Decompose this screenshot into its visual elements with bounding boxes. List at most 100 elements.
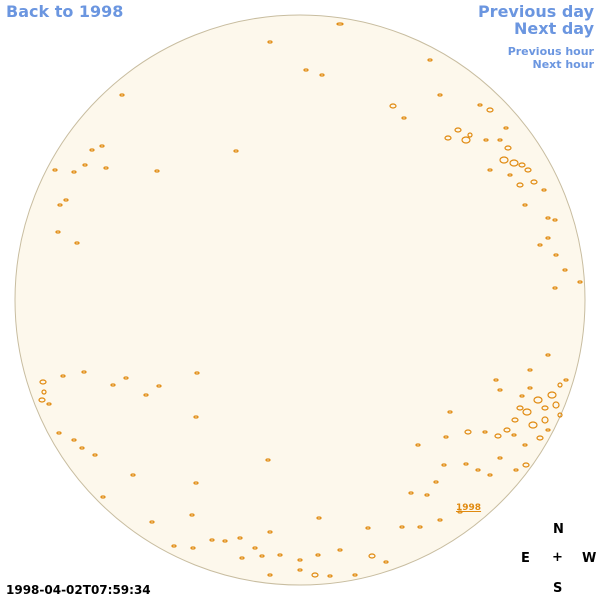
contour-blob xyxy=(265,458,271,462)
contour-blob xyxy=(527,386,533,390)
contour-blob xyxy=(463,462,469,466)
contour-blob xyxy=(383,560,389,564)
contour-blob xyxy=(497,388,503,392)
contour-blob xyxy=(222,539,228,543)
contour-blob xyxy=(509,159,519,167)
contour-blob xyxy=(545,353,551,357)
contour-blob xyxy=(237,536,243,540)
magnetic-contours xyxy=(38,22,583,578)
contour-blob xyxy=(541,405,549,411)
contour-blob xyxy=(92,453,98,457)
contour-blob xyxy=(443,435,449,439)
contour-blob xyxy=(541,416,549,424)
contour-blob xyxy=(552,286,558,290)
contour-blob xyxy=(486,107,494,113)
contour-blob xyxy=(130,473,136,477)
contour-blob xyxy=(89,148,95,152)
contour-blob xyxy=(143,393,149,397)
contour-blob xyxy=(156,384,162,388)
contour-blob xyxy=(464,429,472,435)
contour-blob xyxy=(527,368,533,372)
contour-blob xyxy=(123,376,129,380)
contour-blob xyxy=(522,462,530,468)
contour-blob xyxy=(477,103,483,107)
contour-blob xyxy=(55,230,61,234)
contour-blob xyxy=(408,491,414,495)
contour-blob xyxy=(427,58,433,62)
contour-blob xyxy=(399,525,405,529)
contour-blob xyxy=(454,127,462,133)
contour-blob xyxy=(365,526,371,530)
contour-blob xyxy=(562,268,568,272)
contour-blob xyxy=(516,182,524,188)
contour-blob xyxy=(336,22,344,26)
contour-blob xyxy=(267,40,273,44)
contour-blob xyxy=(415,443,421,447)
contour-blob xyxy=(154,169,160,173)
contour-blob xyxy=(537,243,543,247)
contour-blob xyxy=(483,138,489,142)
contour-blob xyxy=(209,538,215,542)
compass-north: N xyxy=(553,522,564,537)
contour-blob xyxy=(461,136,471,144)
contour-blob xyxy=(149,520,155,524)
contour-blob xyxy=(524,167,532,173)
contour-blob xyxy=(475,468,481,472)
contour-blob xyxy=(60,374,66,378)
contour-blob xyxy=(511,417,519,423)
contour-blob xyxy=(541,188,547,192)
contour-blob xyxy=(57,203,63,207)
contour-blob xyxy=(401,116,407,120)
contour-blob xyxy=(457,510,463,514)
contour-blob xyxy=(311,572,319,578)
contour-blob xyxy=(577,280,583,284)
contour-blob xyxy=(530,179,538,185)
contour-blob xyxy=(352,573,358,577)
contour-blob xyxy=(511,433,517,437)
contour-blob xyxy=(233,149,239,153)
contour-blob xyxy=(504,145,512,151)
contour-blob xyxy=(533,396,543,404)
contour-blob xyxy=(52,168,58,172)
contour-blob xyxy=(337,548,343,552)
contour-blob xyxy=(119,93,125,97)
contour-blob xyxy=(497,456,503,460)
contour-blob xyxy=(100,495,106,499)
contour-blob xyxy=(494,433,502,439)
contour-blob xyxy=(46,402,52,406)
contour-blob xyxy=(552,401,560,409)
contour-blob xyxy=(493,378,499,382)
contour-blob xyxy=(71,438,77,442)
contour-blob xyxy=(79,446,85,450)
contour-blob xyxy=(545,216,551,220)
contour-blob xyxy=(522,203,528,207)
contour-blob xyxy=(507,173,513,177)
contour-blob xyxy=(499,156,509,164)
previous-hour-link[interactable]: Previous hour xyxy=(507,45,594,58)
contour-blob xyxy=(557,382,563,388)
contour-blob xyxy=(171,544,177,548)
contour-blob xyxy=(267,530,273,534)
previous-day-link[interactable]: Previous day xyxy=(477,2,594,21)
compass-east: E xyxy=(521,551,530,566)
back-to-year-link[interactable]: Back to 1998 xyxy=(6,2,124,21)
contour-blob xyxy=(497,138,503,142)
contour-blob xyxy=(189,513,195,517)
contour-blob xyxy=(110,383,116,387)
contour-blob xyxy=(437,93,443,97)
contour-blob xyxy=(503,126,509,130)
contour-blob xyxy=(103,166,109,170)
contour-blob xyxy=(82,163,88,167)
compass-west: W xyxy=(582,551,597,566)
contour-blob xyxy=(315,553,321,557)
contour-blob xyxy=(56,431,62,435)
contour-blob xyxy=(487,168,493,172)
contour-blob xyxy=(424,493,430,497)
contour-blob xyxy=(297,558,303,562)
compass-south: S xyxy=(553,581,563,596)
next-hour-link[interactable]: Next hour xyxy=(532,58,595,71)
contour-blob xyxy=(417,525,423,529)
next-day-link[interactable]: Next day xyxy=(514,19,594,38)
active-region-label[interactable]: 1998 xyxy=(456,503,482,513)
